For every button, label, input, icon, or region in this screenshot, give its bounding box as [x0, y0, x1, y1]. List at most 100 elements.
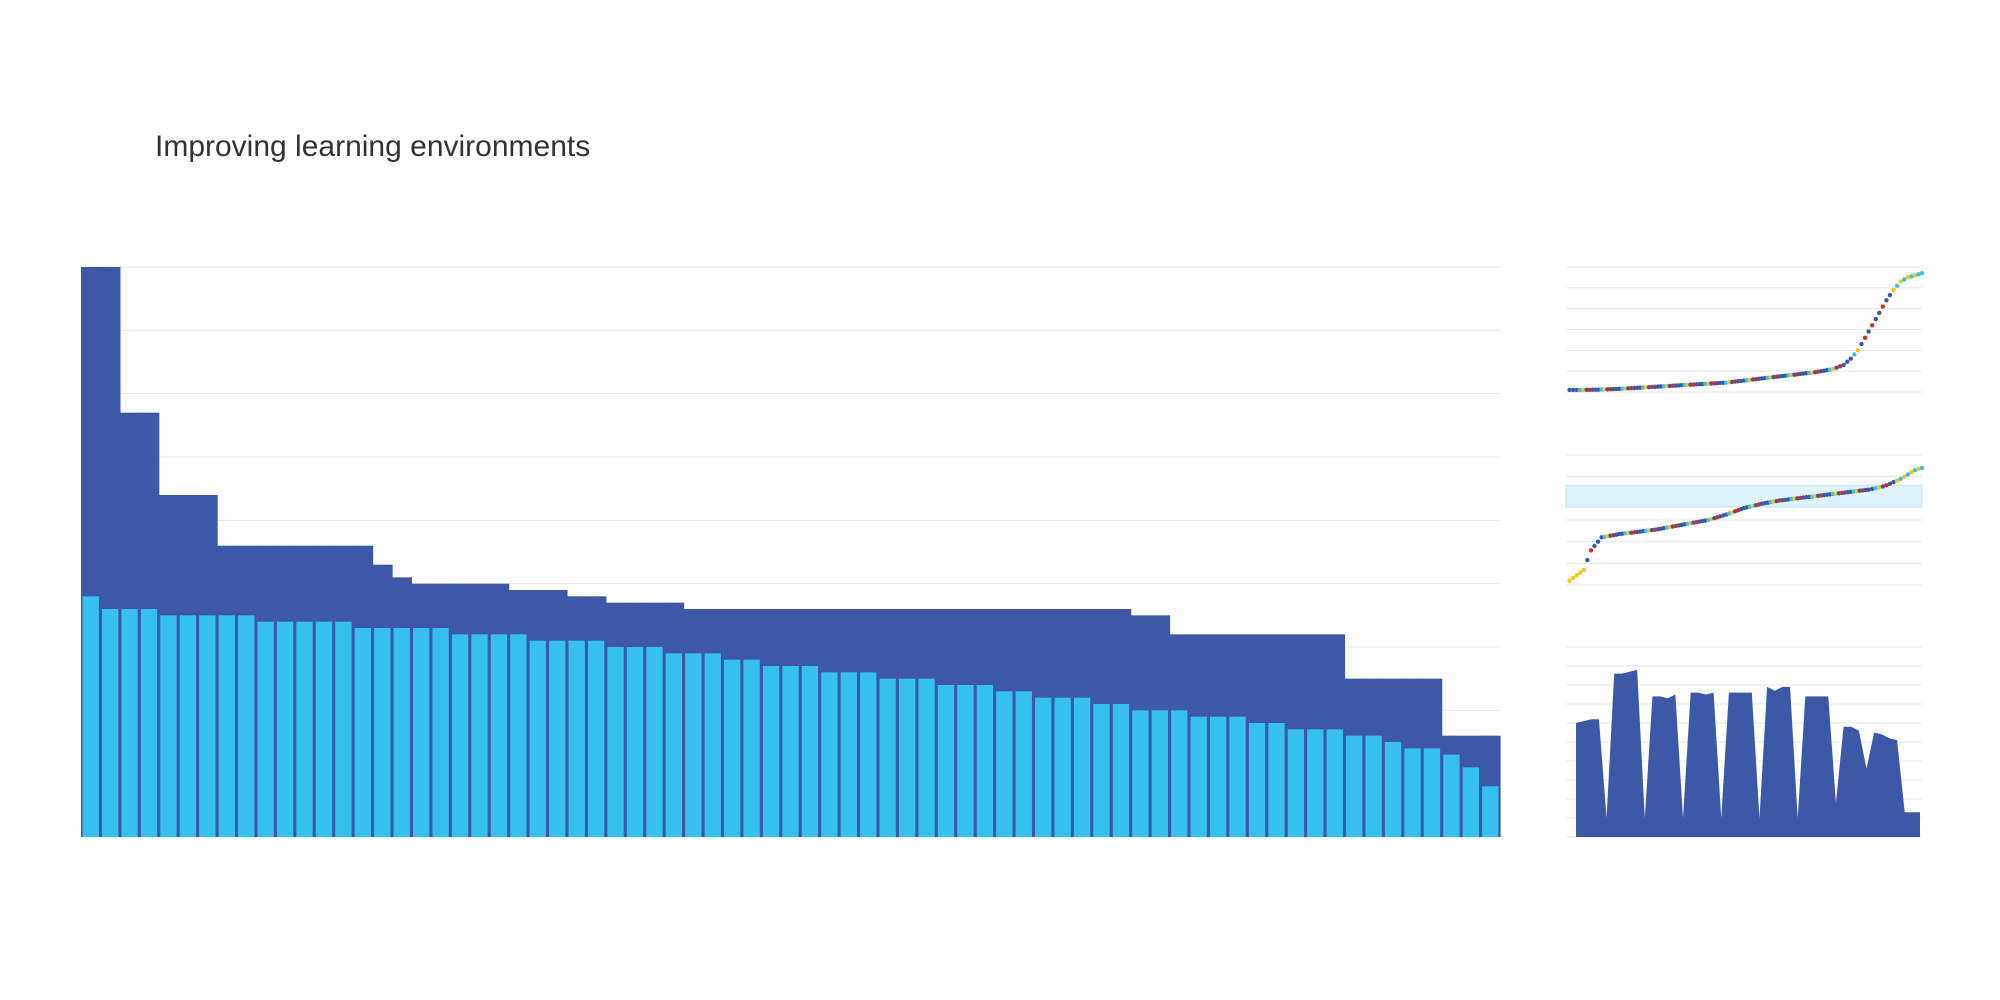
light-bar — [801, 666, 819, 837]
scatter-point — [1592, 543, 1597, 549]
light-bar — [121, 609, 138, 837]
scatter-point — [1570, 575, 1576, 581]
scatter-point — [1834, 365, 1839, 370]
light-bar — [879, 678, 896, 837]
light-bar — [957, 685, 974, 837]
scatter-point — [1902, 277, 1907, 282]
scatter-point — [1919, 465, 1925, 471]
light-bar — [1132, 710, 1149, 837]
light-bar — [762, 666, 780, 837]
light-bar — [1482, 786, 1499, 837]
light-bar — [568, 640, 585, 837]
scatter-point — [1869, 486, 1875, 492]
scatter-point — [1880, 304, 1886, 309]
light-bar — [1365, 735, 1382, 837]
scatter-point — [1852, 352, 1857, 357]
light-bar — [1346, 735, 1363, 837]
light-bar — [724, 659, 741, 837]
scatter-point — [1585, 557, 1590, 563]
light-bar — [1462, 767, 1480, 837]
light-bar — [646, 647, 663, 837]
scatter-point — [1873, 316, 1878, 322]
scatter-point — [1859, 341, 1864, 347]
scatter-point — [1578, 387, 1583, 393]
scatter-point — [1877, 485, 1882, 490]
light-bar — [587, 640, 605, 837]
scatter-point — [1862, 335, 1868, 341]
light-bar — [1423, 748, 1441, 837]
bottom-area-chart — [1566, 646, 1922, 838]
scatter-point — [1570, 387, 1576, 393]
light-bar — [413, 628, 430, 837]
light-bar — [1015, 691, 1032, 837]
light-bar — [471, 634, 488, 837]
scatter-point — [1866, 487, 1871, 492]
light-bar — [179, 615, 197, 837]
main-bar-chart — [81, 266, 1501, 838]
scatter-point — [1912, 273, 1918, 278]
scatter-point — [1578, 570, 1583, 575]
scatter-point — [1841, 362, 1846, 368]
scatter-point — [1884, 483, 1889, 488]
light-bar — [1112, 704, 1130, 837]
scatter-point — [1567, 387, 1572, 393]
light-bar — [782, 666, 799, 837]
light-bar — [1229, 716, 1246, 837]
scatter-point — [1909, 470, 1914, 475]
light-bar — [101, 609, 119, 837]
light-bar — [840, 672, 857, 837]
scatter-point — [1581, 567, 1587, 573]
scatter-point — [1574, 387, 1579, 393]
scatter-point — [1848, 356, 1854, 361]
light-bar — [1307, 729, 1324, 837]
light-bar — [1209, 716, 1227, 837]
light-bar — [160, 615, 177, 837]
light-bar — [1035, 697, 1052, 837]
light-bar — [1287, 729, 1305, 837]
light-bar — [821, 672, 838, 837]
light-bar — [626, 647, 644, 837]
scatter-point — [1891, 287, 1896, 293]
light-bar — [1073, 697, 1091, 837]
light-bar — [451, 634, 469, 837]
scatter-point — [1905, 472, 1910, 477]
light-bar — [937, 685, 955, 837]
light-bar — [490, 634, 508, 837]
scatter-point — [1891, 479, 1896, 485]
scatter-point — [1898, 476, 1903, 482]
light-bar — [140, 609, 158, 837]
scatter-point — [1837, 364, 1843, 369]
light-bar — [1248, 723, 1266, 837]
area-shape — [1576, 669, 1920, 837]
light-bar — [607, 647, 624, 837]
light-bar — [510, 634, 527, 837]
light-bar — [296, 621, 313, 837]
light-bar — [898, 678, 916, 837]
light-bar — [335, 621, 352, 837]
page-title: Improving learning environments — [155, 130, 591, 163]
scatter-point — [1887, 481, 1893, 486]
scatter-point — [1877, 310, 1882, 316]
light-bar — [685, 653, 702, 837]
light-bar — [1268, 723, 1285, 837]
scatter-point — [1894, 283, 1900, 288]
top-scatter-chart — [1566, 266, 1925, 393]
light-bar — [1151, 710, 1168, 837]
middle-scatter-chart — [1565, 454, 1925, 586]
scatter-point — [1898, 279, 1903, 284]
scatter-point — [1830, 366, 1836, 372]
light-bar — [918, 678, 935, 837]
scatter-point — [1902, 474, 1907, 479]
light-bar — [1443, 754, 1460, 837]
light-bar — [1171, 710, 1188, 837]
light-bar — [393, 628, 410, 837]
light-bar — [860, 672, 877, 837]
light-bar — [82, 596, 99, 837]
light-bar — [199, 615, 216, 837]
scatter-point — [1912, 467, 1918, 473]
scatter-point — [1567, 578, 1572, 583]
scatter-point — [1869, 323, 1875, 328]
light-bar — [704, 653, 721, 837]
scatter-point — [1588, 548, 1594, 553]
